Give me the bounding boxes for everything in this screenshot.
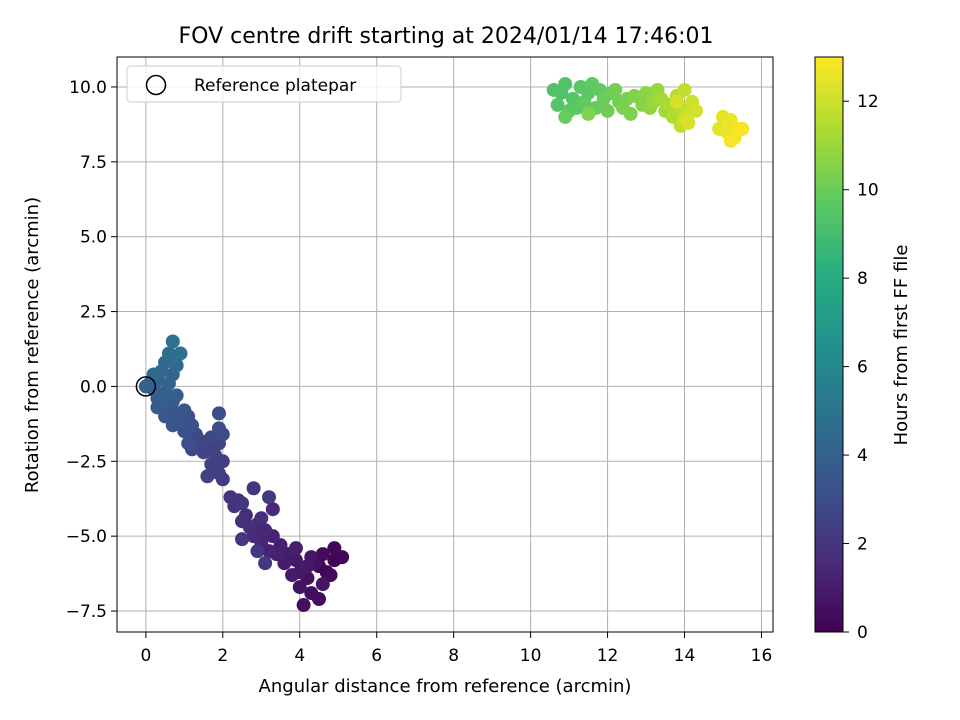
x-tick-label: 8 bbox=[448, 646, 459, 666]
colorbar-ticks: 0 2 4 6 8 10 12 bbox=[843, 92, 879, 643]
colorbar-label: Hours from first FF file bbox=[891, 245, 912, 446]
data-point bbox=[150, 400, 165, 415]
x-tick-label: 0 bbox=[140, 646, 151, 666]
data-point bbox=[181, 436, 196, 451]
data-point bbox=[235, 532, 250, 547]
data-point bbox=[138, 379, 153, 394]
data-point bbox=[608, 82, 623, 97]
data-point bbox=[200, 469, 215, 484]
data-point bbox=[173, 346, 188, 361]
y-axis-ticks: −7.5 −5.0 −2.5 0.0 2.5 5.0 7.5 10.0 bbox=[66, 78, 117, 622]
data-point bbox=[169, 388, 184, 403]
data-point bbox=[550, 97, 565, 112]
data-point bbox=[165, 334, 180, 349]
y-tick-label: 7.5 bbox=[80, 153, 107, 173]
data-point bbox=[677, 82, 692, 97]
x-tick-label: 4 bbox=[294, 646, 305, 666]
data-point bbox=[250, 544, 265, 559]
scatter-points bbox=[138, 76, 750, 613]
data-point bbox=[285, 568, 300, 583]
data-point bbox=[265, 502, 280, 517]
x-tick-label: 2 bbox=[217, 646, 228, 666]
reference-platepar-marker bbox=[135, 376, 157, 397]
data-point bbox=[211, 406, 226, 421]
x-tick-label: 10 bbox=[520, 646, 542, 666]
colorbar-tick-label: 4 bbox=[857, 446, 868, 466]
data-point bbox=[577, 94, 592, 109]
y-tick-label: −5.0 bbox=[66, 527, 107, 547]
legend-marker-open-circle bbox=[145, 74, 167, 96]
colorbar-tick-label: 8 bbox=[857, 269, 868, 289]
plot-frame bbox=[116, 56, 774, 633]
x-axis-label: Angular distance from reference (arcmin) bbox=[259, 676, 632, 697]
data-point bbox=[558, 109, 573, 124]
colorbar-tick-label: 0 bbox=[857, 623, 868, 643]
x-tick-label: 16 bbox=[751, 646, 773, 666]
data-point bbox=[304, 586, 319, 601]
colorbar-gradient bbox=[814, 56, 844, 633]
colorbar-tick-label: 10 bbox=[857, 181, 879, 201]
data-point bbox=[581, 106, 596, 121]
data-point bbox=[196, 445, 211, 460]
colorbar: 0 2 4 6 8 10 12 Hours from first FF file bbox=[814, 56, 912, 643]
data-point bbox=[681, 115, 696, 130]
data-point bbox=[177, 403, 192, 418]
data-point bbox=[327, 541, 342, 556]
data-point bbox=[296, 598, 311, 613]
data-point bbox=[558, 76, 573, 91]
legend-label: Reference platepar bbox=[194, 76, 356, 96]
x-axis-ticks: 0 2 4 6 8 10 12 14 16 bbox=[140, 632, 772, 666]
data-point bbox=[689, 103, 704, 118]
data-point bbox=[623, 106, 638, 121]
data-point bbox=[235, 514, 250, 529]
y-axis-label: Rotation from reference (arcmin) bbox=[22, 197, 43, 493]
data-point bbox=[235, 496, 250, 511]
data-point bbox=[315, 577, 330, 592]
x-tick-label: 14 bbox=[674, 646, 696, 666]
data-point bbox=[223, 490, 238, 505]
data-point bbox=[735, 121, 750, 136]
data-point bbox=[600, 103, 615, 118]
data-point bbox=[669, 94, 684, 109]
y-tick-label: 10.0 bbox=[69, 78, 107, 98]
data-point bbox=[261, 490, 276, 505]
data-point bbox=[246, 481, 261, 496]
colorbar-tick-label: 12 bbox=[857, 92, 879, 112]
x-tick-label: 12 bbox=[597, 646, 619, 666]
data-point bbox=[288, 541, 303, 556]
legend-box bbox=[126, 65, 402, 103]
colorbar-tick-label: 2 bbox=[857, 535, 868, 555]
data-point bbox=[258, 556, 273, 571]
chart-title: FOV centre drift starting at 2024/01/14 … bbox=[179, 24, 714, 49]
y-tick-label: −2.5 bbox=[66, 452, 107, 472]
data-point bbox=[546, 82, 561, 97]
y-tick-label: 5.0 bbox=[80, 228, 107, 248]
y-tick-label: −7.5 bbox=[66, 602, 107, 622]
data-point bbox=[300, 559, 315, 574]
data-point bbox=[146, 367, 161, 382]
data-point bbox=[215, 427, 230, 442]
reference-marker bbox=[135, 376, 157, 397]
y-tick-label: 2.5 bbox=[80, 303, 107, 323]
legend: Reference platepar bbox=[126, 65, 402, 103]
y-tick-label: 0.0 bbox=[80, 377, 107, 397]
x-tick-label: 6 bbox=[371, 646, 382, 666]
data-point bbox=[292, 580, 307, 595]
data-point bbox=[254, 511, 269, 526]
data-point bbox=[723, 133, 738, 148]
grid-lines bbox=[117, 57, 773, 632]
colorbar-tick-label: 6 bbox=[857, 358, 868, 378]
